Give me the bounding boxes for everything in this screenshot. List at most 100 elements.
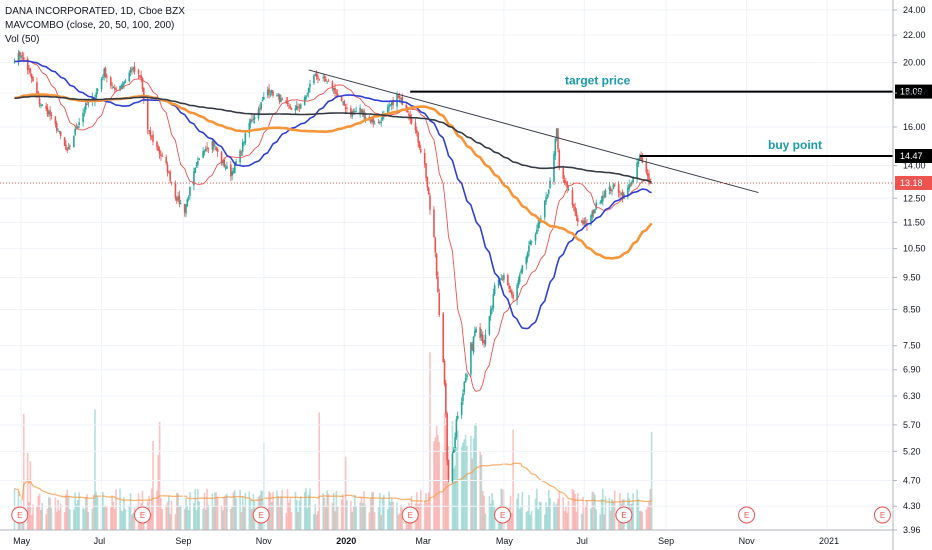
candle-body (520, 270, 522, 274)
volume-bar (355, 506, 357, 530)
candle-body (77, 126, 79, 129)
volume-bar (327, 493, 330, 530)
volume-bar (298, 500, 301, 530)
volume-bar (288, 502, 290, 530)
candle (442, 311, 445, 363)
candle-body (158, 149, 161, 154)
volume-bar (594, 494, 596, 530)
candle (140, 70, 142, 82)
candle (501, 275, 504, 282)
earnings-marker[interactable]: E (615, 506, 633, 524)
candle-body (65, 144, 67, 150)
candle (48, 109, 50, 117)
volume-bar (49, 498, 51, 530)
earnings-marker[interactable]: E (401, 506, 419, 524)
indicator-label[interactable]: MAVCOMBO (close, 20, 50, 100, 200) (5, 20, 175, 31)
candle (466, 372, 468, 381)
candle-body (603, 195, 605, 197)
trendline (308, 69, 759, 194)
earnings-marker[interactable]: E (11, 506, 29, 524)
candle-body (640, 155, 642, 159)
earnings-marker[interactable]: E (738, 506, 756, 524)
candle (59, 130, 62, 140)
x-tick-label: Sep (175, 536, 191, 546)
candle-body (438, 292, 441, 316)
candle-body (417, 132, 419, 143)
volume-bar (488, 496, 491, 530)
volume-bar (545, 502, 547, 530)
candle-body (492, 293, 495, 309)
volume-bar (248, 491, 251, 530)
volume-label[interactable]: Vol (50) (5, 34, 40, 45)
candle-body (342, 101, 344, 103)
volume-bar (354, 494, 356, 530)
candle-body (566, 181, 568, 188)
candle (510, 288, 513, 298)
candle-body (562, 168, 565, 179)
earnings-marker[interactable]: E (873, 506, 891, 524)
candle (230, 160, 232, 182)
candle-body (29, 68, 32, 73)
candle-body (266, 89, 269, 96)
candle-body (13, 61, 16, 63)
volume-bar (211, 493, 214, 530)
candle (276, 93, 278, 97)
candle (456, 411, 459, 421)
candle-body (512, 294, 514, 299)
candle (582, 217, 584, 226)
candle-body (95, 92, 98, 98)
earnings-marker-circle (401, 506, 419, 524)
candle (612, 182, 615, 190)
volume-bar (249, 499, 252, 530)
candle (479, 322, 481, 341)
candle (139, 74, 141, 79)
symbol-title[interactable]: DANA INCORPORATED, 1D, Cboe BZX (5, 6, 185, 17)
candle-body (214, 145, 216, 147)
candle-body (572, 204, 575, 207)
candle (128, 70, 131, 83)
candle-body (475, 328, 477, 333)
candle (602, 191, 604, 206)
candle-body (575, 211, 578, 217)
candle (611, 188, 613, 196)
candle (272, 89, 274, 98)
earnings-marker[interactable]: E (494, 506, 512, 524)
candle (525, 255, 528, 270)
volume-bar (175, 492, 178, 530)
volume-bar (567, 500, 570, 530)
candle-body (400, 97, 402, 100)
volume-bar (169, 513, 171, 530)
candle-body (355, 110, 357, 112)
candle-body (326, 80, 328, 82)
volume-bar (575, 511, 578, 530)
candle-body (604, 190, 607, 198)
candle (96, 88, 99, 95)
y-tick-label: 4.70 (903, 476, 921, 486)
candles (13, 49, 653, 483)
candle-body (645, 161, 648, 173)
candle (326, 80, 328, 84)
candle (185, 203, 187, 218)
candle-body (18, 52, 21, 57)
candle (299, 103, 302, 110)
candle-body (425, 163, 427, 178)
candle-body (369, 119, 372, 123)
earnings-marker[interactable]: E (252, 506, 270, 524)
candle (21, 51, 24, 60)
candle (400, 97, 402, 104)
candle (28, 64, 30, 75)
volume-bar (222, 510, 224, 530)
candle-body (480, 333, 483, 337)
volume-bar (641, 512, 644, 530)
candle-body (576, 217, 579, 222)
volume-bar (174, 513, 177, 530)
candle (545, 192, 547, 205)
candle-body (405, 104, 408, 109)
y-tick-label: 3.96 (903, 525, 921, 535)
earnings-marker[interactable]: E (133, 506, 151, 524)
volume-bar (645, 509, 648, 530)
volume-bar (84, 497, 87, 530)
volume-bar (187, 510, 190, 530)
volume-bar (309, 488, 311, 530)
